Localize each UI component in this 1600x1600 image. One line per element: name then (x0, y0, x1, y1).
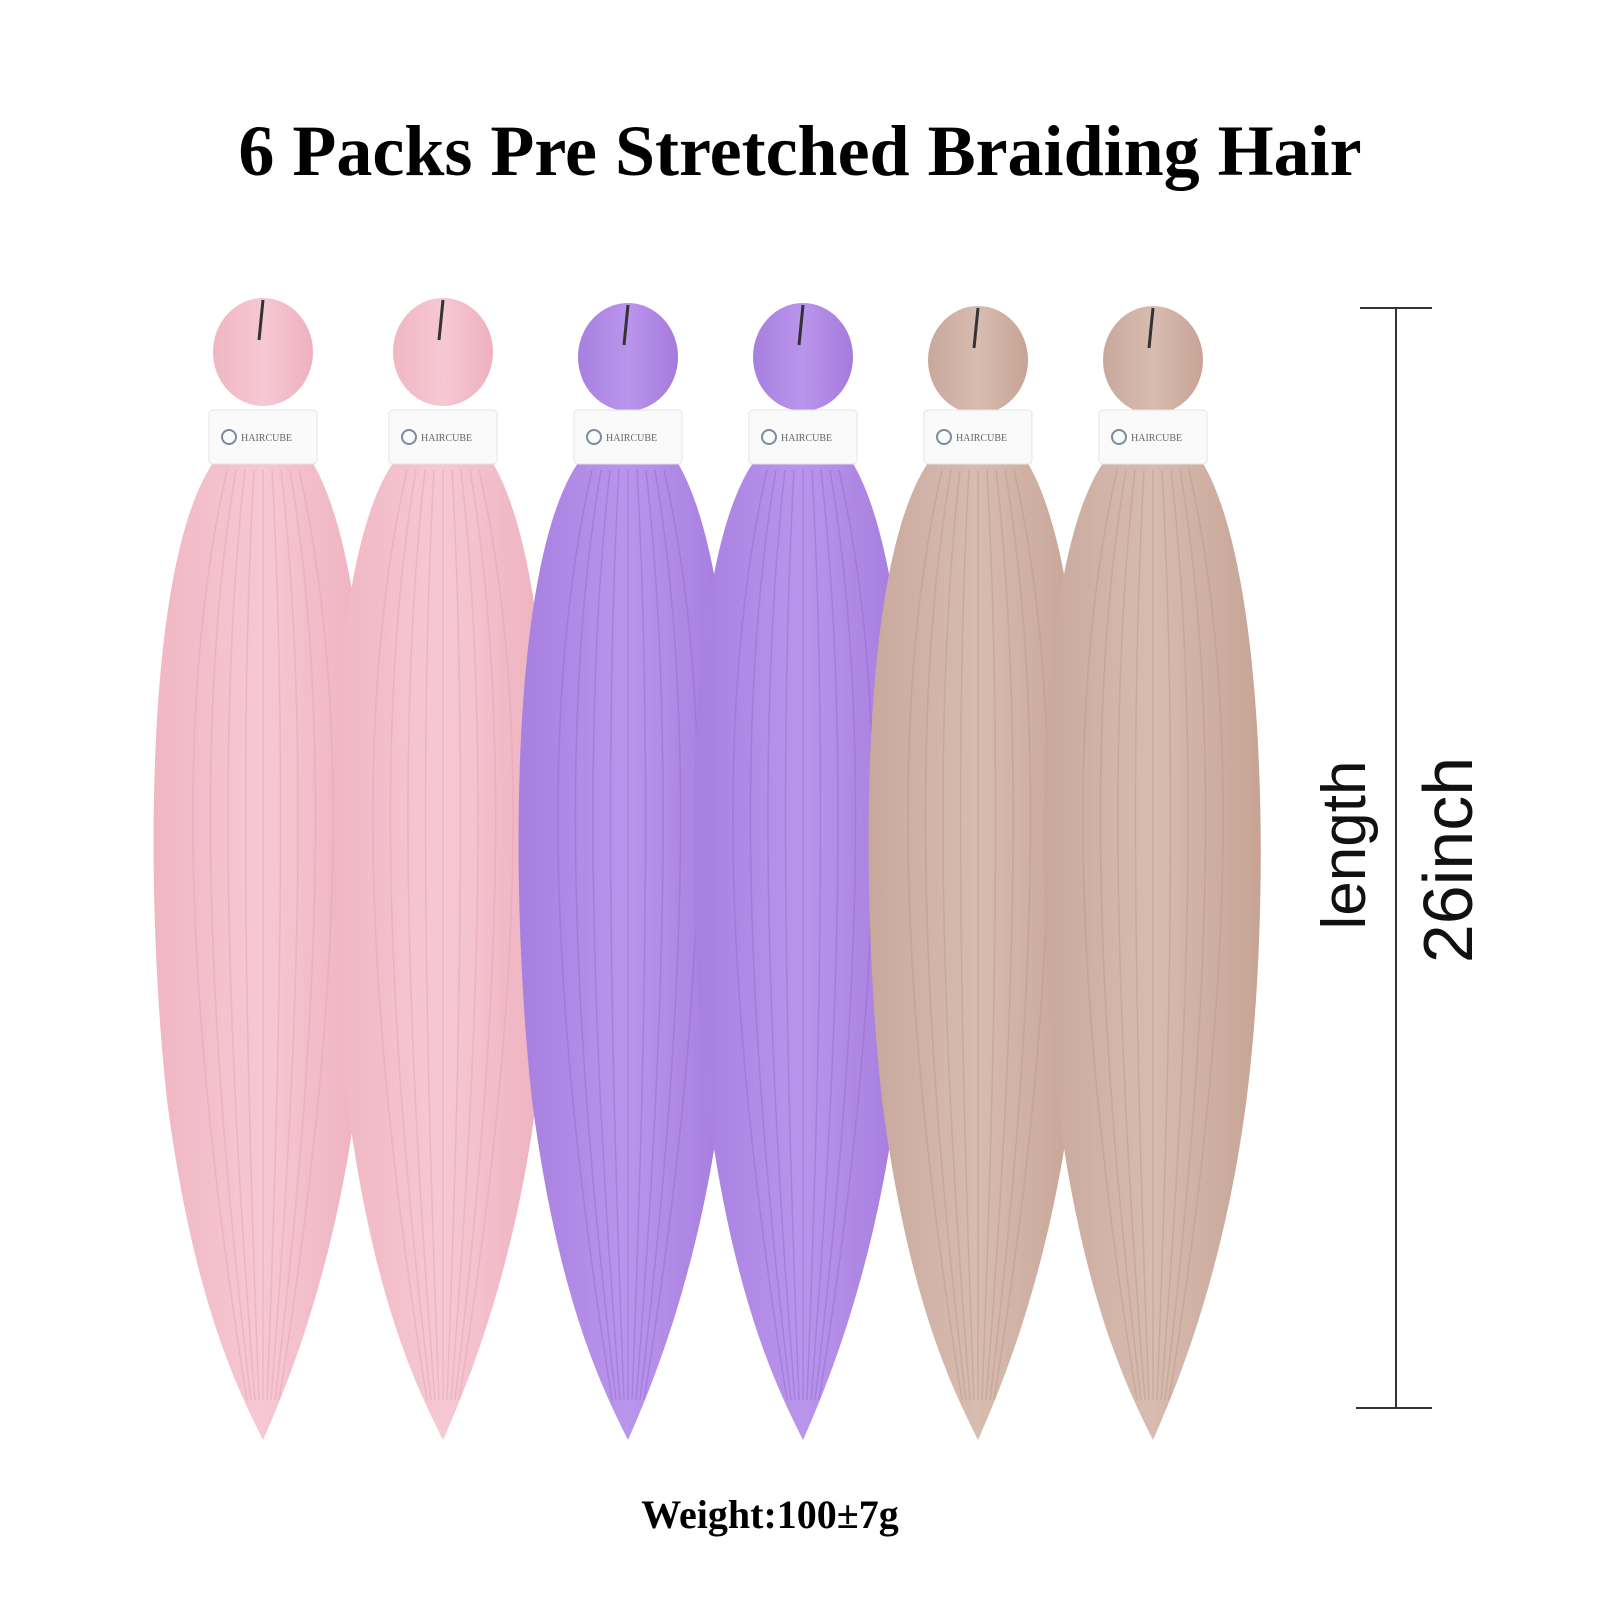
hair-strand (458, 469, 514, 1401)
hair-strand (732, 469, 788, 1401)
band (1098, 409, 1208, 465)
hair-body (693, 460, 911, 1440)
band (573, 409, 683, 465)
band-brand: HAIRCUBE (606, 433, 657, 444)
hair-strand (270, 469, 299, 1401)
length-value: 26inch (1409, 757, 1487, 963)
band (748, 409, 858, 465)
hair-strand (574, 469, 617, 1401)
hair-strand (557, 469, 613, 1401)
band-logo (936, 429, 952, 445)
hair-top (1103, 306, 1203, 414)
length-label: length (1310, 761, 1379, 930)
hair-strand (244, 469, 260, 1401)
length-indicator: length 26inch (1310, 307, 1487, 1409)
band-logo (221, 429, 237, 445)
hair-strand (806, 469, 822, 1401)
hair-strand (810, 469, 839, 1401)
hair-strand (1117, 469, 1146, 1401)
hair-strand (592, 469, 621, 1401)
hair-strand (454, 469, 497, 1401)
hair-bundle: HAIRCUBE (333, 298, 551, 1440)
hair-strand (942, 469, 971, 1401)
title: 6 Packs Pre Stretched Braiding Hair (238, 111, 1361, 191)
band-logo (761, 429, 777, 445)
hair-strand (424, 469, 440, 1401)
hair-strand (631, 469, 647, 1401)
hair-strand (450, 469, 479, 1401)
hair-strand (278, 469, 334, 1401)
band-logo (401, 429, 417, 445)
hair-strand (767, 469, 796, 1401)
hair-parting (1147, 307, 1155, 349)
hair-bundle: HAIRCUBE (868, 306, 1086, 1440)
hair-strand (446, 469, 462, 1401)
hair-strand (372, 469, 428, 1401)
hair-top (393, 298, 493, 406)
band-logo (1111, 429, 1127, 445)
hair-strand (1156, 469, 1172, 1401)
band (208, 409, 318, 465)
hair-strand (1082, 469, 1138, 1401)
band-brand: HAIRCUBE (1131, 433, 1182, 444)
hair-strand (1134, 469, 1150, 1401)
weight: Weight:100±7g (641, 1492, 899, 1537)
hair-strand (266, 469, 282, 1401)
hair-body (518, 460, 736, 1440)
hair-strand (407, 469, 436, 1401)
hair-strand (209, 469, 252, 1401)
hair-body (868, 460, 1086, 1440)
hair-strand (639, 469, 682, 1401)
hair-strand (981, 469, 997, 1401)
band (923, 409, 1033, 465)
hair-bundle: HAIRCUBE (693, 303, 911, 1440)
hair-body (153, 460, 371, 1440)
hair-parting (622, 304, 630, 346)
hair-strand (227, 469, 256, 1401)
hair-strand (814, 469, 857, 1401)
hair-body (333, 460, 551, 1440)
hair-strand (907, 469, 963, 1401)
hair-strand (274, 469, 317, 1401)
hair-parting (437, 299, 445, 341)
band (388, 409, 498, 465)
hair-bundle: HAIRCUBE (1043, 306, 1261, 1440)
hair-strand (959, 469, 975, 1401)
hair-top (213, 298, 313, 406)
band-logo (586, 429, 602, 445)
hair-parting (257, 299, 265, 341)
hair-strand (1160, 469, 1189, 1401)
hair-parting (972, 307, 980, 349)
hair-bundle: HAIRCUBE (518, 303, 736, 1440)
hair-strand (389, 469, 432, 1401)
hair-strand (924, 469, 967, 1401)
hair-body (1043, 460, 1261, 1440)
hair-bundle: HAIRCUBE (153, 298, 371, 1440)
hair-top (928, 306, 1028, 414)
hair-strand (749, 469, 792, 1401)
hair-top (578, 303, 678, 411)
band-brand: HAIRCUBE (781, 433, 832, 444)
hair-top (753, 303, 853, 411)
band-brand: HAIRCUBE (241, 433, 292, 444)
hair-strand (635, 469, 664, 1401)
hair-strand (1164, 469, 1207, 1401)
hair-strand (192, 469, 248, 1401)
hair-parting (797, 304, 805, 346)
hair-strand (989, 469, 1032, 1401)
band-brand: HAIRCUBE (956, 433, 1007, 444)
hair-strand (784, 469, 800, 1401)
hair-bundles: HAIRCUBE HAIRCUBE HAIRCUBE HAIRCUBE HAIRCUBE… (153, 298, 1261, 1440)
hair-strand (1168, 469, 1224, 1401)
band-brand: HAIRCUBE (421, 433, 472, 444)
hair-strand (985, 469, 1014, 1401)
hair-strand (609, 469, 625, 1401)
hair-strand (1099, 469, 1142, 1401)
